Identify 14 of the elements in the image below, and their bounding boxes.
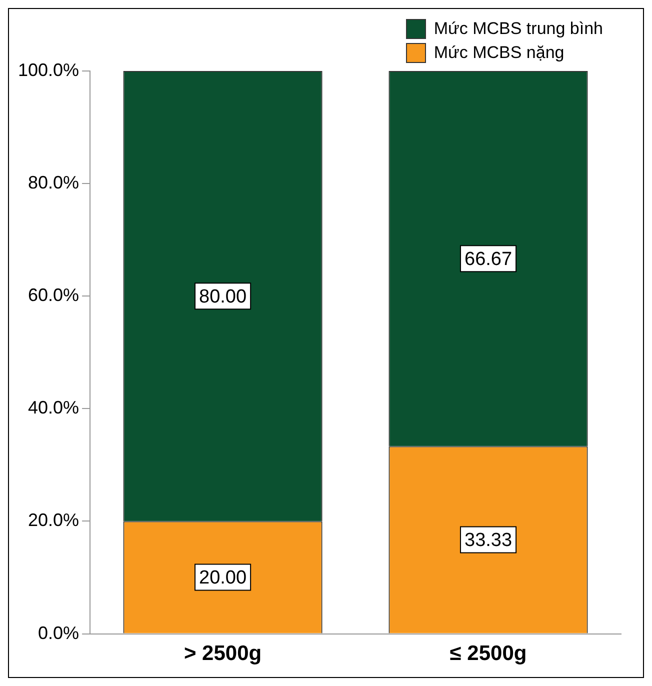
legend-label: Mức MCBS nặng <box>434 43 564 63</box>
y-tick-label: 40.0% <box>28 398 80 418</box>
y-tick-label: 60.0% <box>28 285 80 306</box>
x-tick-label: ≤ 2500g <box>450 642 527 666</box>
series-label: Mức MCBS trung bình <box>434 19 603 39</box>
y-tick-label: 100.0% <box>18 60 80 80</box>
y-tick-label: 80.0% <box>28 172 80 193</box>
data-label: 33.33 <box>464 530 512 551</box>
data-label: 66.67 <box>464 248 512 270</box>
data-label: 80.00 <box>199 286 247 308</box>
y-tick-label: 20.0% <box>28 510 80 530</box>
y-tick-label: 0.0% <box>38 622 80 643</box>
x-tick-label: > 2500g <box>184 642 262 666</box>
data-label: 20.00 <box>199 568 247 589</box>
